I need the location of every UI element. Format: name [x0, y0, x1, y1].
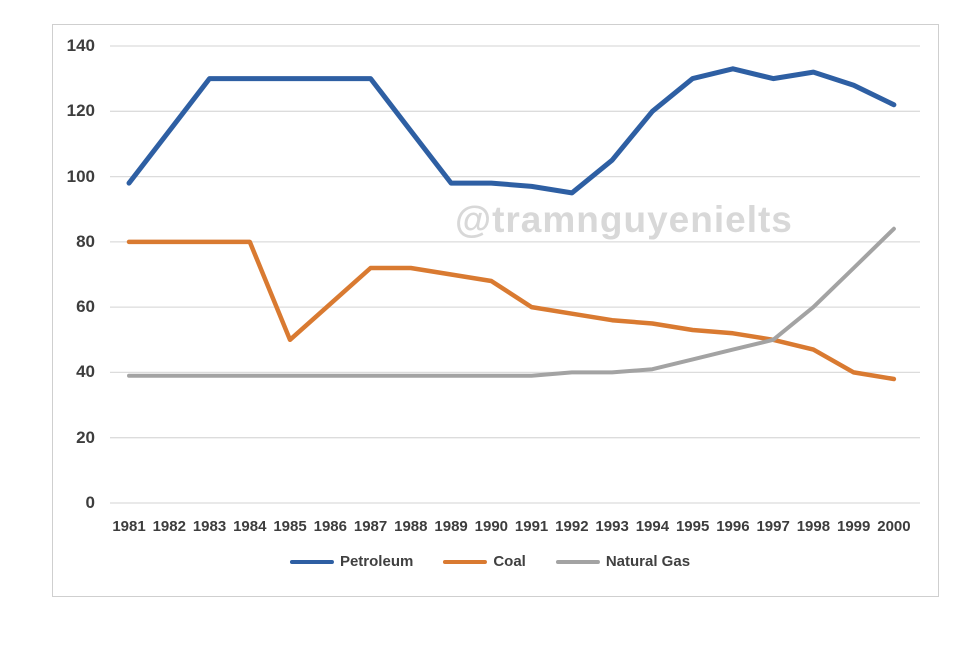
y-tick-label: 40 [76, 362, 95, 382]
x-tick-label: 1998 [796, 518, 831, 535]
chart-frame [52, 24, 939, 597]
legend-item-petroleum: Petroleum [289, 553, 414, 570]
x-tick-label: 1985 [273, 518, 307, 535]
legend-item-coal: Coal [443, 553, 526, 570]
x-tick-label: 1993 [595, 518, 629, 535]
x-tick-label: 1995 [675, 518, 710, 535]
x-tick-label: 1991 [514, 518, 549, 535]
x-tick-label: 1996 [716, 518, 750, 535]
legend-item-natural-gas: Natural Gas [555, 553, 691, 570]
y-tick-label: 0 [85, 493, 95, 512]
x-tick-label: 1990 [474, 518, 509, 535]
coal-line-swatch [443, 559, 488, 564]
legend-label-natural-gas: Natural Gas [605, 553, 691, 570]
x-tick-label: 1986 [313, 518, 347, 535]
x-tick-label: 1982 [152, 518, 186, 535]
x-tick-label: 1999 [836, 518, 871, 535]
x-tick-label: 1992 [555, 518, 589, 535]
x-tick-label: 1994 [635, 518, 670, 535]
petroleum-line-swatch [289, 559, 334, 564]
x-tick-label: 2000 [877, 518, 911, 535]
x-tick-label: 1981 [112, 518, 146, 535]
x-tick-label: 1988 [394, 518, 428, 535]
y-tick-label: 140 [66, 35, 95, 55]
watermark-text: @tramnguyenielts [455, 199, 793, 240]
legend-label-petroleum: Petroleum [339, 553, 414, 570]
y-tick-label: 80 [76, 231, 95, 251]
series-natural-gas-line [127, 226, 896, 378]
x-tick-label: 1983 [192, 518, 227, 535]
legend: Petroleum Coal Natural Gas [289, 553, 691, 570]
series-petroleum-line [126, 66, 897, 196]
y-tick-label: 100 [66, 166, 95, 186]
series-coal-line [126, 239, 897, 382]
x-tick-label: 1987 [353, 518, 388, 535]
natural-gas-line-swatch [555, 559, 600, 564]
y-tick-label: 120 [66, 101, 95, 121]
x-tick-label: 1997 [756, 518, 790, 535]
y-tick-label: 20 [76, 427, 95, 447]
x-tick-label: 1984 [233, 518, 267, 535]
legend-label-coal: Coal [493, 553, 526, 570]
y-tick-label: 60 [76, 297, 95, 317]
x-tick-label: 1989 [434, 518, 468, 535]
